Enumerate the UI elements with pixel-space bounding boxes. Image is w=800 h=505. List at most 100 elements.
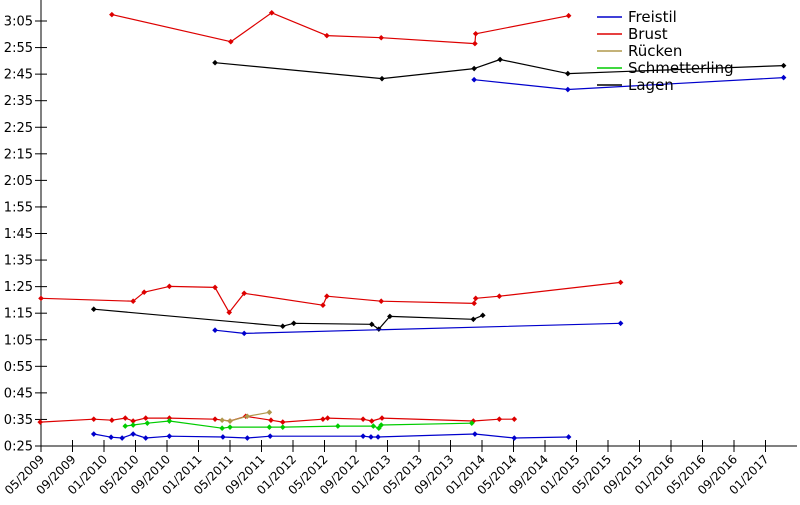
data-point: [565, 70, 571, 77]
data-point: [142, 415, 149, 421]
data-point: [471, 300, 477, 307]
y-tick-label: 2:45: [4, 68, 33, 83]
data-point: [324, 32, 330, 39]
data-point: [324, 293, 330, 299]
data-point: [320, 302, 326, 309]
data-point: [109, 11, 115, 18]
data-point: [166, 415, 173, 421]
y-tick-label: 1:35: [4, 254, 33, 269]
data-point: [565, 86, 571, 93]
data-point: [511, 416, 518, 422]
data-point: [130, 422, 136, 428]
data-point: [227, 424, 233, 430]
data-point: [267, 433, 273, 439]
data-point: [219, 417, 225, 424]
y-tick-label: 2:25: [4, 121, 33, 136]
data-point: [472, 30, 479, 37]
data-point: [378, 298, 384, 305]
data-point: [212, 284, 218, 291]
y-tick-label: 0:45: [4, 386, 33, 401]
data-point: [511, 435, 518, 441]
data-point: [268, 417, 274, 424]
data-point: [122, 415, 129, 421]
data-point: [266, 424, 273, 430]
data-point: [166, 433, 173, 439]
data-point: [212, 59, 218, 66]
data-point: [496, 293, 503, 299]
data-point: [37, 419, 44, 425]
data-point: [496, 416, 503, 422]
data-point: [375, 434, 381, 440]
data-point: [144, 420, 151, 426]
data-point: [119, 435, 125, 441]
data-point: [472, 431, 478, 437]
y-tick-label: 1:05: [4, 333, 33, 348]
data-point: [780, 62, 787, 69]
y-tick-label: 2:55: [4, 41, 33, 56]
data-point: [565, 434, 572, 440]
data-point: [471, 65, 477, 72]
data-point: [368, 434, 374, 440]
legend-label: Lagen: [628, 76, 674, 94]
data-point: [90, 431, 97, 437]
legend-item: Lagen: [597, 76, 674, 94]
data-point: [212, 327, 218, 333]
data-point: [472, 295, 479, 302]
data-point: [266, 409, 273, 416]
legend-item: Schmetterling: [597, 59, 734, 77]
data-point: [471, 76, 477, 83]
data-point: [378, 34, 384, 41]
data-point: [468, 420, 475, 426]
data-point: [370, 423, 377, 429]
data-point: [360, 433, 366, 439]
data-point: [90, 416, 97, 422]
data-point: [378, 422, 384, 428]
y-tick-label: 2:05: [4, 174, 33, 189]
data-point: [130, 418, 136, 424]
data-point: [220, 434, 226, 440]
data-point: [290, 320, 297, 327]
data-point: [268, 9, 275, 16]
data-point: [241, 290, 247, 297]
data-point: [497, 56, 503, 63]
y-tick-label: 0:25: [4, 440, 33, 455]
data-point: [130, 431, 136, 437]
data-point: [212, 416, 218, 422]
data-point: [38, 295, 44, 302]
data-point: [780, 74, 787, 81]
data-point: [376, 326, 382, 332]
data-point: [109, 417, 115, 424]
data-point: [368, 418, 375, 424]
y-tick-label: 0:55: [4, 360, 33, 375]
y-tick-label: 1:45: [4, 227, 33, 242]
data-point: [122, 423, 129, 429]
data-point: [320, 416, 326, 422]
data-point: [227, 38, 234, 45]
y-tick-label: 0:35: [4, 413, 33, 428]
data-point: [244, 435, 251, 441]
data-point: [617, 279, 624, 286]
y-tick-label: 1:55: [4, 200, 33, 215]
legend-item: Brust: [597, 25, 668, 43]
legend-label: Schmetterling: [628, 59, 734, 77]
data-point: [470, 418, 477, 424]
data-point: [376, 425, 382, 432]
data-point: [141, 289, 147, 296]
data-point: [379, 75, 385, 82]
legend-label: Freistil: [628, 8, 677, 26]
data-point: [368, 321, 375, 328]
data-point: [324, 415, 331, 421]
data-point: [244, 413, 251, 420]
data-point: [142, 435, 149, 441]
y-tick-label: 1:15: [4, 307, 33, 322]
y-tick-label: 2:35: [4, 94, 33, 109]
series-line-lagen-200m: [214, 58, 784, 80]
series-line-r-cken-50m: [222, 411, 270, 422]
data-point: [479, 312, 486, 319]
data-point: [565, 12, 572, 19]
legend-label: Brust: [628, 25, 668, 43]
data-point: [360, 416, 366, 422]
